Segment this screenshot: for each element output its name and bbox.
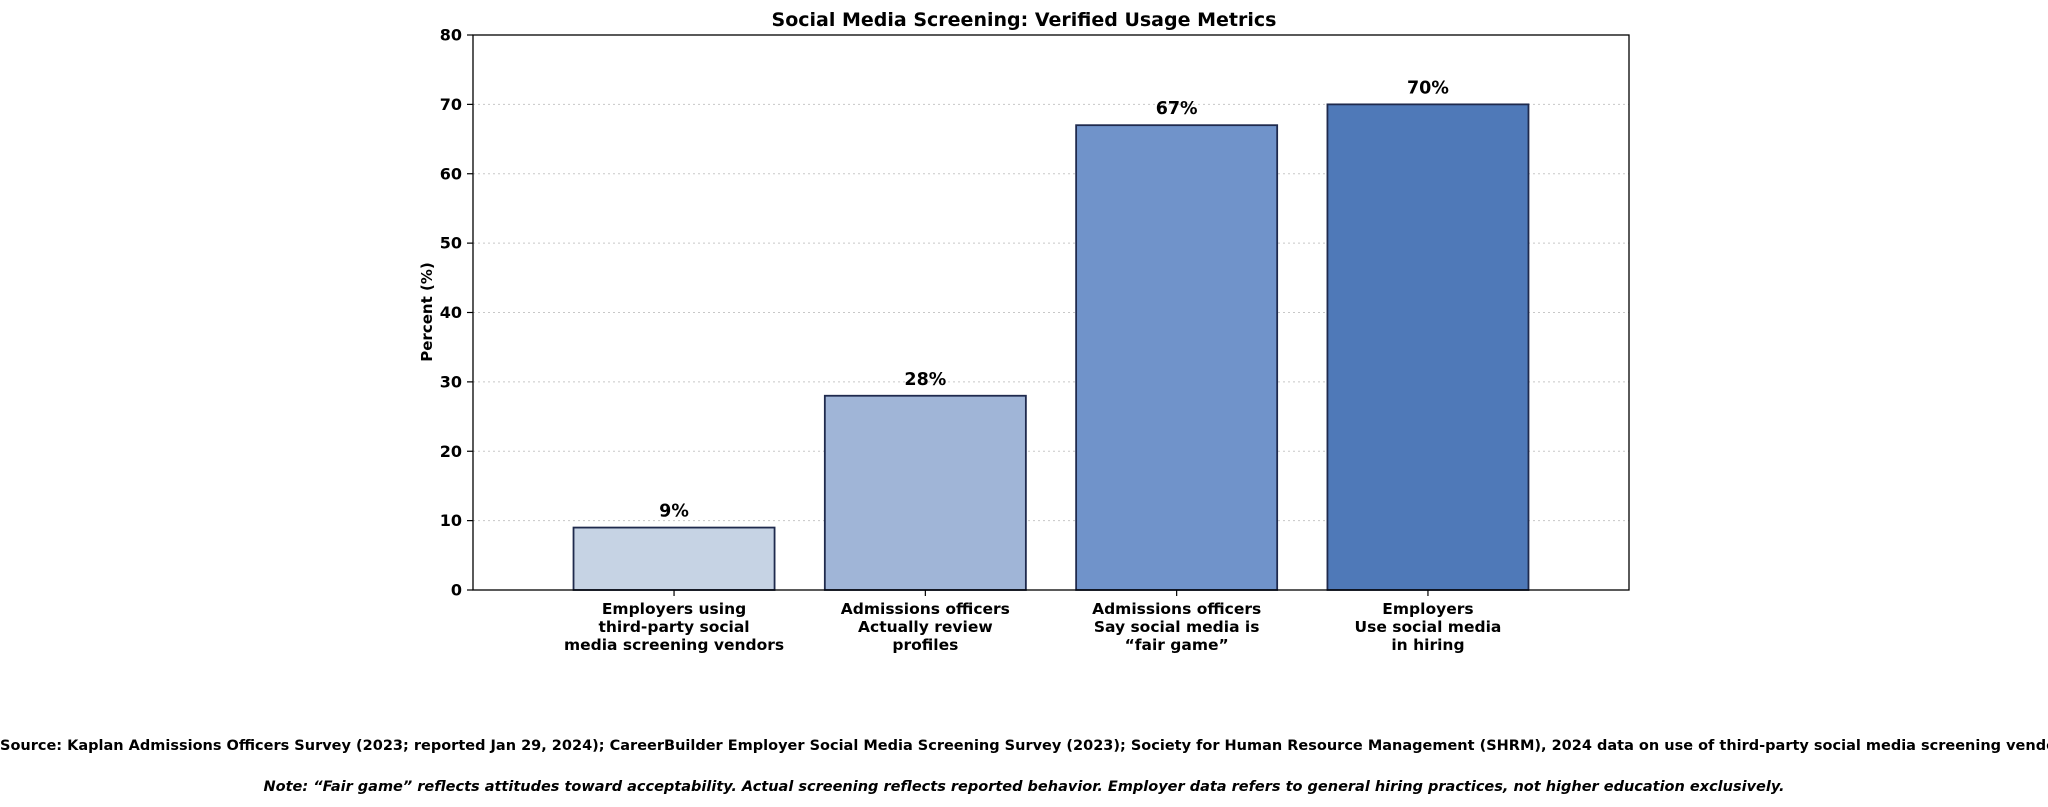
y-tick-label: 20	[440, 442, 462, 461]
bar	[823, 394, 1027, 591]
y-tick-label: 80	[440, 26, 462, 45]
y-tick-label: 40	[440, 303, 462, 322]
x-tick-label: media screening vendors	[564, 636, 784, 654]
x-tick-label: profiles	[892, 636, 958, 654]
y-tick-label: 30	[440, 372, 462, 391]
y-tick-label: 60	[440, 164, 462, 183]
x-tick-label: Employers	[1382, 600, 1473, 618]
y-tick-label: 50	[440, 234, 462, 253]
y-axis-label: Percent (%)	[418, 262, 436, 361]
x-tick-label: Say social media is	[1094, 618, 1260, 636]
x-tick-label: Employers using	[602, 600, 746, 618]
bar-chart: Social Media Screening: Verified Usage M…	[418, 9, 1630, 654]
bar	[1326, 103, 1530, 591]
chart-note: Note: “Fair game” reflects attitudes tow…	[263, 779, 1785, 795]
bar	[572, 526, 776, 591]
x-tick-label: in hiring	[1391, 636, 1464, 654]
y-tick-label: 0	[451, 581, 462, 600]
chart-title: Social Media Screening: Verified Usage M…	[772, 9, 1277, 31]
bar-value-label: 9%	[659, 502, 689, 522]
x-tick-label: third-party social	[598, 618, 749, 636]
y-axis: 0 10 20 30 40 50 60 70 80	[440, 26, 473, 600]
x-tick-label: “fair game”	[1125, 636, 1229, 654]
bar-value-label: 28%	[904, 370, 946, 390]
bar-value-label: 70%	[1407, 78, 1449, 98]
y-tick-label: 10	[440, 511, 462, 530]
x-tick-label: Admissions officers	[1092, 600, 1261, 618]
x-tick-label: Use social media	[1355, 618, 1502, 636]
bar	[1075, 124, 1279, 591]
source-citation: Source: Kaplan Admissions Officers Surve…	[0, 738, 2048, 754]
x-tick-label: Admissions officers	[841, 600, 1010, 618]
x-tick-label: Actually review	[858, 618, 993, 636]
bars: 9% 28% 67% 70%	[572, 78, 1530, 591]
bar-value-label: 67%	[1156, 99, 1198, 119]
y-tick-label: 70	[440, 95, 462, 114]
